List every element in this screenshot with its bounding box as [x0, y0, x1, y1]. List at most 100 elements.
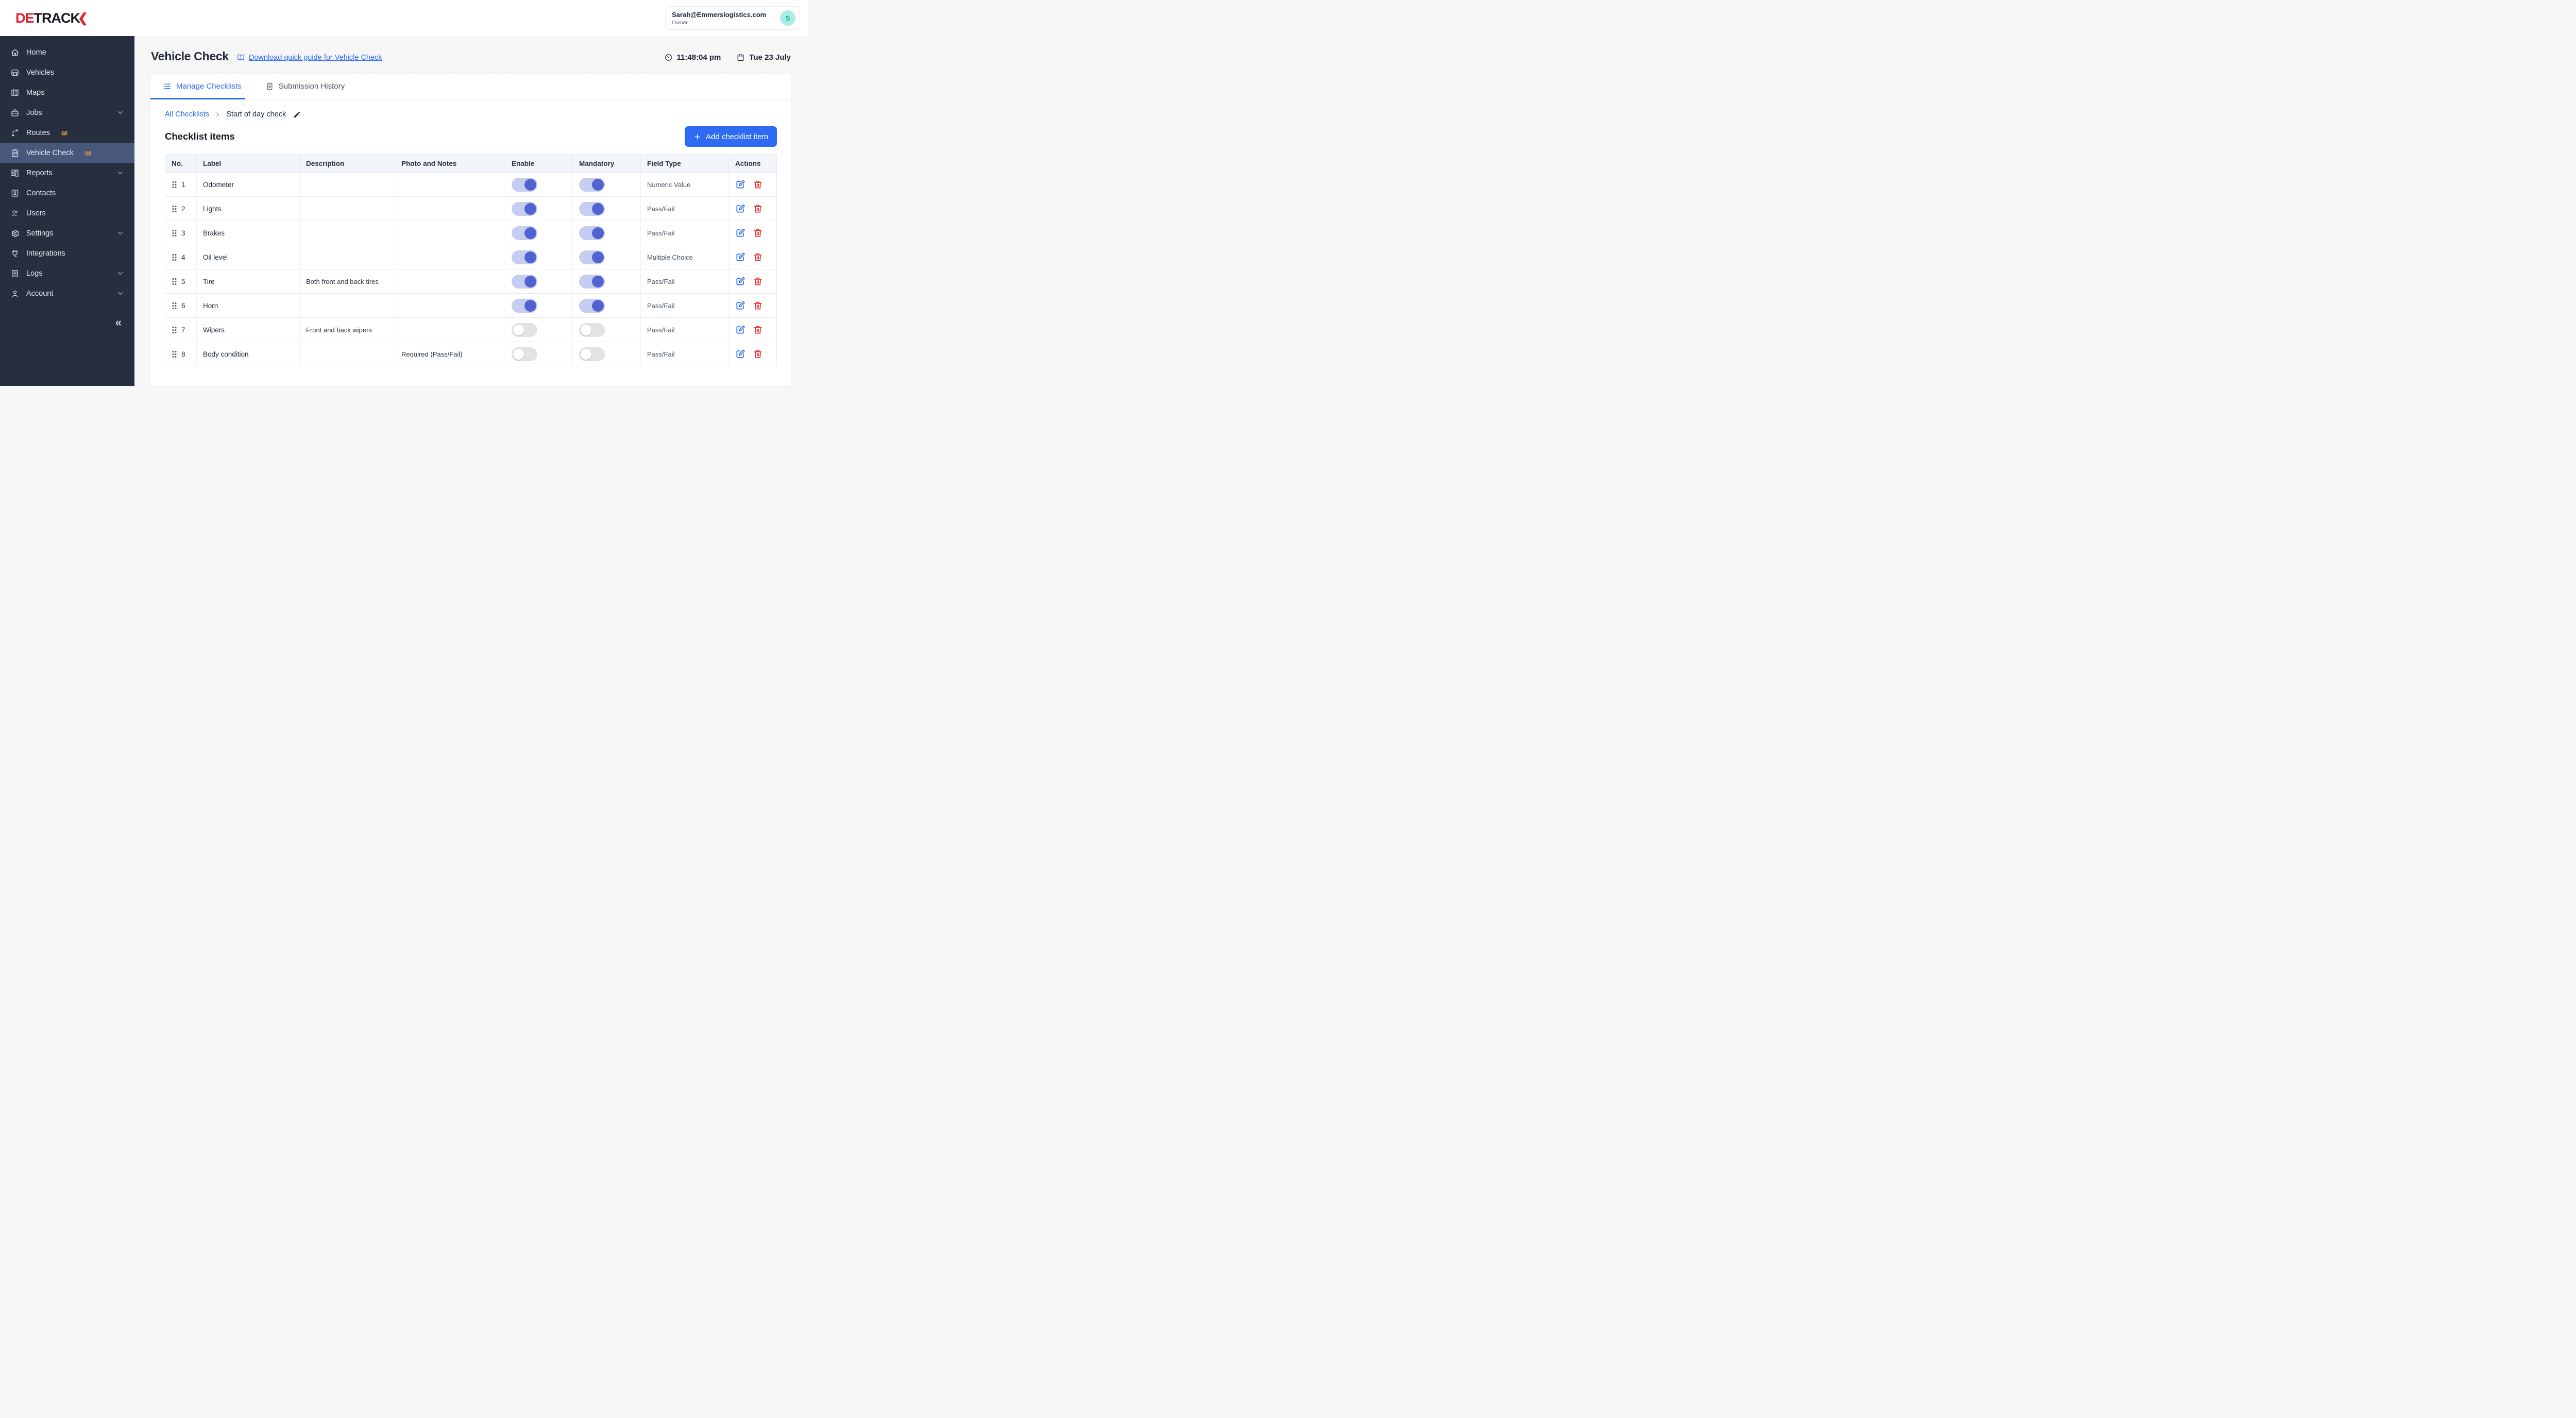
- sidebar-item-account[interactable]: Account: [0, 283, 134, 303]
- trash-icon[interactable]: [753, 325, 763, 335]
- mandatory-toggle[interactable]: [579, 347, 605, 361]
- actions-cell: [729, 318, 776, 342]
- edit-icon[interactable]: [735, 325, 745, 335]
- edit-icon[interactable]: [735, 204, 745, 214]
- drag-handle-icon[interactable]: [172, 254, 177, 261]
- enable-cell: [505, 294, 573, 317]
- sidebar-item-logs[interactable]: Logs: [0, 263, 134, 283]
- photo-and-notes-cell: [395, 294, 505, 317]
- sidebar-item-label: Routes: [26, 128, 50, 137]
- checklist-heading-row: Checklist items Add checklist item: [165, 126, 777, 147]
- sidebar-item-integrations[interactable]: Integrations: [0, 243, 134, 263]
- enable-toggle[interactable]: [512, 226, 537, 240]
- drag-handle-icon[interactable]: [172, 181, 177, 189]
- drag-handle-icon[interactable]: [172, 350, 177, 358]
- enable-toggle[interactable]: [512, 250, 537, 264]
- mandatory-toggle[interactable]: [579, 323, 605, 337]
- chevron-down-icon[interactable]: [116, 229, 124, 237]
- avatar[interactable]: S: [780, 10, 795, 26]
- clock-icon: [664, 53, 673, 62]
- row-number: 1: [181, 180, 185, 189]
- trash-icon[interactable]: [753, 349, 763, 359]
- enable-cell: [505, 197, 573, 221]
- breadcrumb-all-checklists-link[interactable]: All Checklists: [165, 110, 210, 119]
- item-label-cell: Wipers: [197, 318, 300, 342]
- guide-link-group[interactable]: Download quick guide for Vehicle Check: [236, 53, 382, 62]
- edit-icon[interactable]: [735, 179, 745, 190]
- trash-icon[interactable]: [753, 252, 763, 262]
- chevron-down-icon[interactable]: [116, 269, 124, 277]
- enable-toggle[interactable]: [512, 298, 537, 313]
- edit-icon[interactable]: [735, 300, 745, 311]
- drag-handle-icon[interactable]: [172, 205, 177, 213]
- enable-toggle[interactable]: [512, 323, 537, 337]
- enable-toggle[interactable]: [512, 274, 537, 289]
- sidebar-item-vehicle-check[interactable]: Vehicle Check: [0, 143, 134, 163]
- mandatory-toggle[interactable]: [579, 201, 605, 216]
- enable-toggle[interactable]: [512, 201, 537, 216]
- trash-icon[interactable]: [753, 276, 763, 286]
- row-number-cell: 4: [165, 245, 197, 269]
- sidebar-item-routes[interactable]: Routes: [0, 123, 134, 143]
- trash-icon[interactable]: [753, 179, 763, 190]
- sidebar-item-reports[interactable]: Reports: [0, 163, 134, 183]
- content-card: Manage Checklists Submission History All…: [150, 74, 791, 386]
- mandatory-toggle[interactable]: [579, 250, 605, 264]
- table-row: 3 Brakes Pass/Fail: [165, 221, 776, 245]
- sidebar-collapse-icon[interactable]: «: [115, 316, 122, 329]
- chevron-down-icon[interactable]: [116, 290, 124, 297]
- tab-manage-checklists[interactable]: Manage Checklists: [163, 82, 242, 91]
- edit-icon[interactable]: [735, 252, 745, 262]
- column-header: Mandatory: [573, 155, 641, 172]
- item-label-cell: Lights: [197, 197, 300, 221]
- enable-toggle[interactable]: [512, 347, 537, 361]
- mandatory-toggle[interactable]: [579, 177, 605, 192]
- edit-icon[interactable]: [735, 276, 745, 286]
- actions-cell: [729, 245, 776, 269]
- toggle-knob: [513, 348, 524, 360]
- detrack-logo[interactable]: DE TRACK ❮: [15, 10, 88, 26]
- users-icon: [10, 209, 20, 218]
- sidebar-item-maps[interactable]: Maps: [0, 82, 134, 103]
- sidebar-item-vehicles[interactable]: Vehicles: [0, 62, 134, 82]
- add-checklist-item-button[interactable]: Add checklist item: [685, 126, 777, 147]
- mandatory-toggle[interactable]: [579, 226, 605, 240]
- tab-submission-history[interactable]: Submission History: [265, 82, 345, 91]
- drag-handle-icon[interactable]: [172, 302, 177, 310]
- toggle-knob: [592, 299, 604, 312]
- trash-icon[interactable]: [753, 300, 763, 311]
- drag-handle-icon[interactable]: [172, 229, 177, 237]
- account-role: Owner: [672, 19, 688, 26]
- sidebar-item-home[interactable]: Home: [0, 42, 134, 62]
- account-email: Sarah@Emmerslogistics.com: [672, 10, 767, 19]
- edit-icon[interactable]: [735, 228, 745, 238]
- drag-handle-icon[interactable]: [172, 278, 177, 285]
- guide-link[interactable]: Download quick guide for Vehicle Check: [248, 53, 382, 62]
- item-label-cell: Tire: [197, 269, 300, 293]
- item-label-cell: Body condition: [197, 342, 300, 366]
- sidebar-item-contacts[interactable]: Contacts: [0, 183, 134, 203]
- edit-icon[interactable]: [735, 349, 745, 359]
- actions-cell: [729, 221, 776, 245]
- field-type-cell: Pass/Fail: [641, 221, 729, 245]
- edit-name-pencil-icon[interactable]: [293, 111, 301, 119]
- trash-icon[interactable]: [753, 204, 763, 214]
- history-document-icon: [265, 82, 274, 91]
- app-root: DE TRACK ❮ Sarah@Emmerslogistics.com Owner…: [0, 0, 808, 386]
- sidebar: Home Vehicles Maps Jobs Routes: [0, 36, 134, 386]
- trash-icon[interactable]: [753, 228, 763, 238]
- drag-handle-icon[interactable]: [172, 326, 177, 334]
- mandatory-toggle[interactable]: [579, 298, 605, 313]
- chevron-down-icon[interactable]: [116, 169, 124, 177]
- sidebar-item-users[interactable]: Users: [0, 203, 134, 223]
- chevron-down-icon[interactable]: [116, 109, 124, 116]
- enable-toggle[interactable]: [512, 177, 537, 192]
- table-row: 1 Odometer Numeric Value: [165, 172, 776, 196]
- row-number: 6: [181, 301, 185, 310]
- account-menu[interactable]: Sarah@Emmerslogistics.com Owner S: [665, 6, 800, 30]
- sidebar-item-settings[interactable]: Settings: [0, 223, 134, 243]
- mandatory-toggle[interactable]: [579, 274, 605, 289]
- sidebar-item-label: Contacts: [26, 189, 56, 197]
- sidebar-item-jobs[interactable]: Jobs: [0, 103, 134, 123]
- item-description-cell: [300, 294, 395, 317]
